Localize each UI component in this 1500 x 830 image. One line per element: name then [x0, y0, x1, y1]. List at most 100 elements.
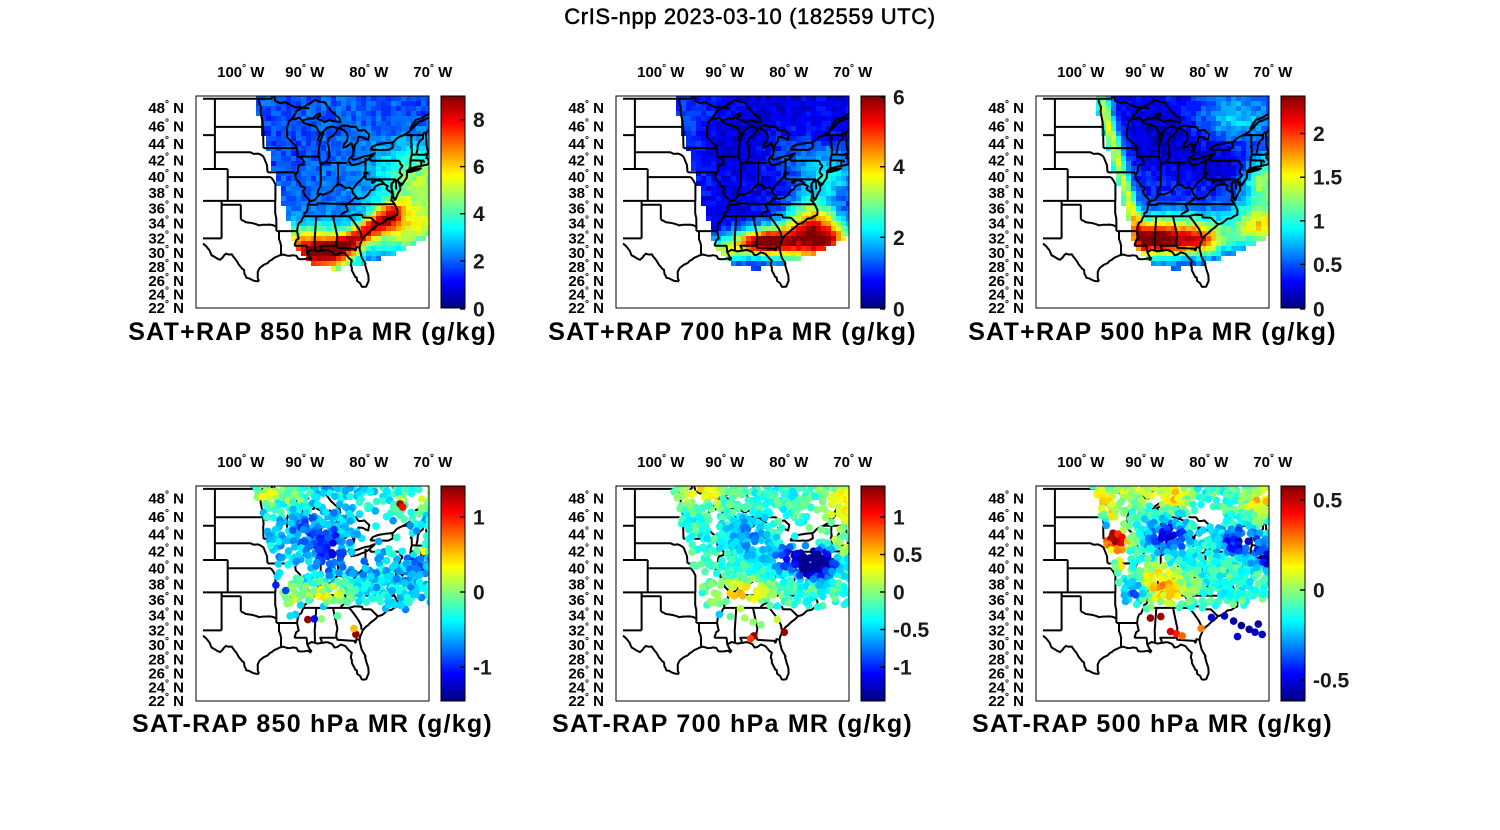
svg-text:100° W: 100° W [1057, 63, 1105, 81]
svg-text:0: 0 [893, 582, 905, 605]
svg-text:28° N: 28° N [988, 258, 1024, 276]
svg-text:36° N: 36° N [988, 591, 1024, 609]
svg-text:34° N: 34° N [148, 606, 184, 624]
svg-text:42° N: 42° N [988, 543, 1024, 561]
svg-text:46° N: 46° N [988, 508, 1024, 526]
svg-text:22° N: 22° N [568, 692, 604, 710]
svg-text:26° N: 26° N [988, 272, 1024, 290]
svg-text:22° N: 22° N [568, 299, 604, 317]
svg-text:SAT+RAP 500 hPa MR (g/kg): SAT+RAP 500 hPa MR (g/kg) [968, 318, 1337, 346]
svg-text:46° N: 46° N [568, 508, 604, 526]
svg-text:44° N: 44° N [988, 135, 1024, 153]
svg-text:38° N: 38° N [568, 575, 604, 593]
svg-text:80° W: 80° W [1189, 453, 1229, 471]
svg-text:90° W: 90° W [1125, 63, 1165, 81]
svg-text:24° N: 24° N [568, 286, 604, 304]
svg-text:80° W: 80° W [349, 63, 389, 81]
svg-text:0: 0 [473, 299, 485, 322]
svg-text:42° N: 42° N [568, 152, 604, 170]
svg-text:44° N: 44° N [568, 526, 604, 544]
svg-text:90° W: 90° W [1125, 453, 1165, 471]
svg-text:90° W: 90° W [285, 453, 325, 471]
svg-text:100° W: 100° W [217, 63, 265, 81]
svg-text:1.5: 1.5 [1313, 167, 1343, 190]
svg-text:48° N: 48° N [148, 489, 184, 507]
svg-text:CrIS-npp 2023-03-10 (182559 UT: CrIS-npp 2023-03-10 (182559 UTC) [564, 4, 935, 29]
svg-text:26° N: 26° N [568, 272, 604, 290]
svg-text:48° N: 48° N [988, 489, 1024, 507]
svg-text:38° N: 38° N [988, 184, 1024, 202]
svg-text:24° N: 24° N [148, 286, 184, 304]
svg-text:34° N: 34° N [988, 606, 1024, 624]
svg-text:1: 1 [1313, 210, 1325, 233]
svg-text:26° N: 26° N [988, 665, 1024, 683]
svg-text:42° N: 42° N [568, 543, 604, 561]
svg-text:44° N: 44° N [988, 526, 1024, 544]
svg-text:100° W: 100° W [1057, 453, 1105, 471]
svg-text:90° W: 90° W [705, 453, 745, 471]
svg-text:1: 1 [473, 507, 485, 530]
svg-text:0: 0 [1313, 299, 1325, 322]
svg-text:26° N: 26° N [148, 665, 184, 683]
svg-text:48° N: 48° N [568, 99, 604, 117]
svg-text:100° W: 100° W [217, 453, 265, 471]
svg-text:34° N: 34° N [988, 215, 1024, 233]
svg-text:38° N: 38° N [148, 184, 184, 202]
svg-text:36° N: 36° N [568, 591, 604, 609]
svg-text:46° N: 46° N [148, 508, 184, 526]
svg-text:32° N: 32° N [148, 621, 184, 639]
svg-text:22° N: 22° N [988, 299, 1024, 317]
svg-text:24° N: 24° N [988, 286, 1024, 304]
svg-text:46° N: 46° N [568, 117, 604, 135]
svg-text:0: 0 [473, 582, 485, 605]
svg-text:34° N: 34° N [148, 215, 184, 233]
svg-text:42° N: 42° N [148, 543, 184, 561]
svg-text:32° N: 32° N [988, 229, 1024, 247]
svg-text:36° N: 36° N [148, 591, 184, 609]
svg-text:36° N: 36° N [988, 200, 1024, 218]
svg-text:70° W: 70° W [413, 63, 453, 81]
svg-text:8: 8 [473, 109, 485, 132]
svg-text:34° N: 34° N [568, 215, 604, 233]
svg-text:28° N: 28° N [568, 650, 604, 668]
svg-text:0.5: 0.5 [893, 544, 923, 567]
svg-text:42° N: 42° N [148, 152, 184, 170]
svg-text:6: 6 [893, 87, 905, 110]
svg-text:90° W: 90° W [285, 63, 325, 81]
svg-text:30° N: 30° N [148, 636, 184, 654]
svg-text:30° N: 30° N [568, 244, 604, 262]
svg-text:28° N: 28° N [148, 258, 184, 276]
svg-text:40° N: 40° N [148, 559, 184, 577]
svg-text:SAT-RAP 500 hPa MR (g/kg): SAT-RAP 500 hPa MR (g/kg) [972, 710, 1333, 738]
svg-text:1: 1 [893, 507, 905, 530]
svg-text:SAT+RAP 850 hPa MR (g/kg): SAT+RAP 850 hPa MR (g/kg) [128, 318, 497, 346]
svg-text:0: 0 [893, 299, 905, 322]
svg-text:22° N: 22° N [148, 692, 184, 710]
svg-text:30° N: 30° N [148, 244, 184, 262]
svg-text:80° W: 80° W [1189, 63, 1229, 81]
svg-text:SAT-RAP 700 hPa MR (g/kg): SAT-RAP 700 hPa MR (g/kg) [552, 710, 913, 738]
svg-text:42° N: 42° N [988, 152, 1024, 170]
svg-text:6: 6 [473, 156, 485, 179]
svg-text:26° N: 26° N [148, 272, 184, 290]
svg-text:80° W: 80° W [349, 453, 389, 471]
svg-text:-0.5: -0.5 [1313, 670, 1350, 693]
svg-text:0: 0 [1313, 580, 1325, 603]
svg-text:70° W: 70° W [1253, 63, 1293, 81]
svg-text:46° N: 46° N [988, 117, 1024, 135]
svg-text:80° W: 80° W [769, 63, 809, 81]
svg-text:2: 2 [473, 250, 485, 273]
svg-text:-1: -1 [893, 657, 912, 680]
svg-text:38° N: 38° N [568, 184, 604, 202]
svg-text:-0.5: -0.5 [893, 619, 930, 642]
svg-text:2: 2 [893, 227, 905, 250]
svg-text:22° N: 22° N [988, 692, 1024, 710]
svg-text:28° N: 28° N [148, 650, 184, 668]
svg-text:38° N: 38° N [148, 575, 184, 593]
svg-text:4: 4 [473, 203, 485, 226]
svg-text:2: 2 [1313, 123, 1325, 146]
svg-text:70° W: 70° W [833, 453, 873, 471]
svg-text:0.5: 0.5 [1313, 254, 1343, 277]
svg-text:48° N: 48° N [568, 489, 604, 507]
svg-text:70° W: 70° W [1253, 453, 1293, 471]
